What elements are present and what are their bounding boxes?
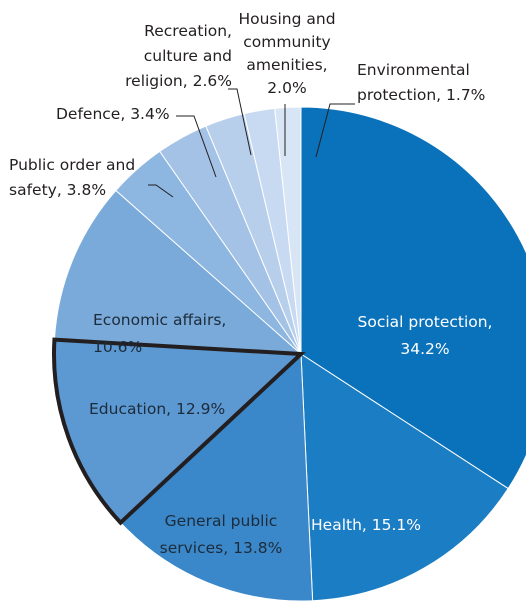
leader-line-defence (176, 115, 217, 178)
slice-label-defence: Defence, 3.4% (56, 105, 170, 123)
pie-slice-health (300, 353, 509, 602)
slice-label-public-order-and-safety: Public order and safety, 3.8% (9, 156, 135, 199)
slice-label-environmental-protection: Environmental protection, 1.7% (357, 61, 485, 104)
slice-label-health: Health, 15.1% (311, 516, 421, 534)
slice-label-housing-and-community-amenities: Housing and community amenities, 2.0% (238, 10, 335, 97)
slice-labels: Social protection, 34.2% Health, 15.1% Gene… (9, 10, 493, 557)
pie-slice-economic-affairs (53, 189, 303, 355)
slice-label-recreation-culture-and-religion: Recreation, culture and religion, 2.6% (125, 22, 232, 90)
slice-label-social-protection: Social protection, 34.2% (358, 313, 493, 358)
slice-label-education: Education, 12.9% (89, 400, 225, 418)
highlight-layer (52, 337, 306, 526)
pie-slice-general-public-services (119, 352, 314, 602)
leader-line-public-order-and-safety (148, 184, 174, 198)
leader-line-recreation-culture-and-religion (228, 88, 252, 156)
leader-line-environmental-protection (315, 103, 355, 158)
pie-slice-social-protection (300, 106, 526, 490)
highlight-outline-education (52, 337, 306, 526)
leader-lines (148, 88, 355, 198)
slice-label-economic-affairs: Economic affairs, 10.6% (93, 311, 226, 356)
pie-slice-environmental-protection (274, 106, 302, 355)
pie-slices (53, 106, 526, 602)
slice-label-general-public-services: General public services, 13.8% (160, 512, 283, 557)
